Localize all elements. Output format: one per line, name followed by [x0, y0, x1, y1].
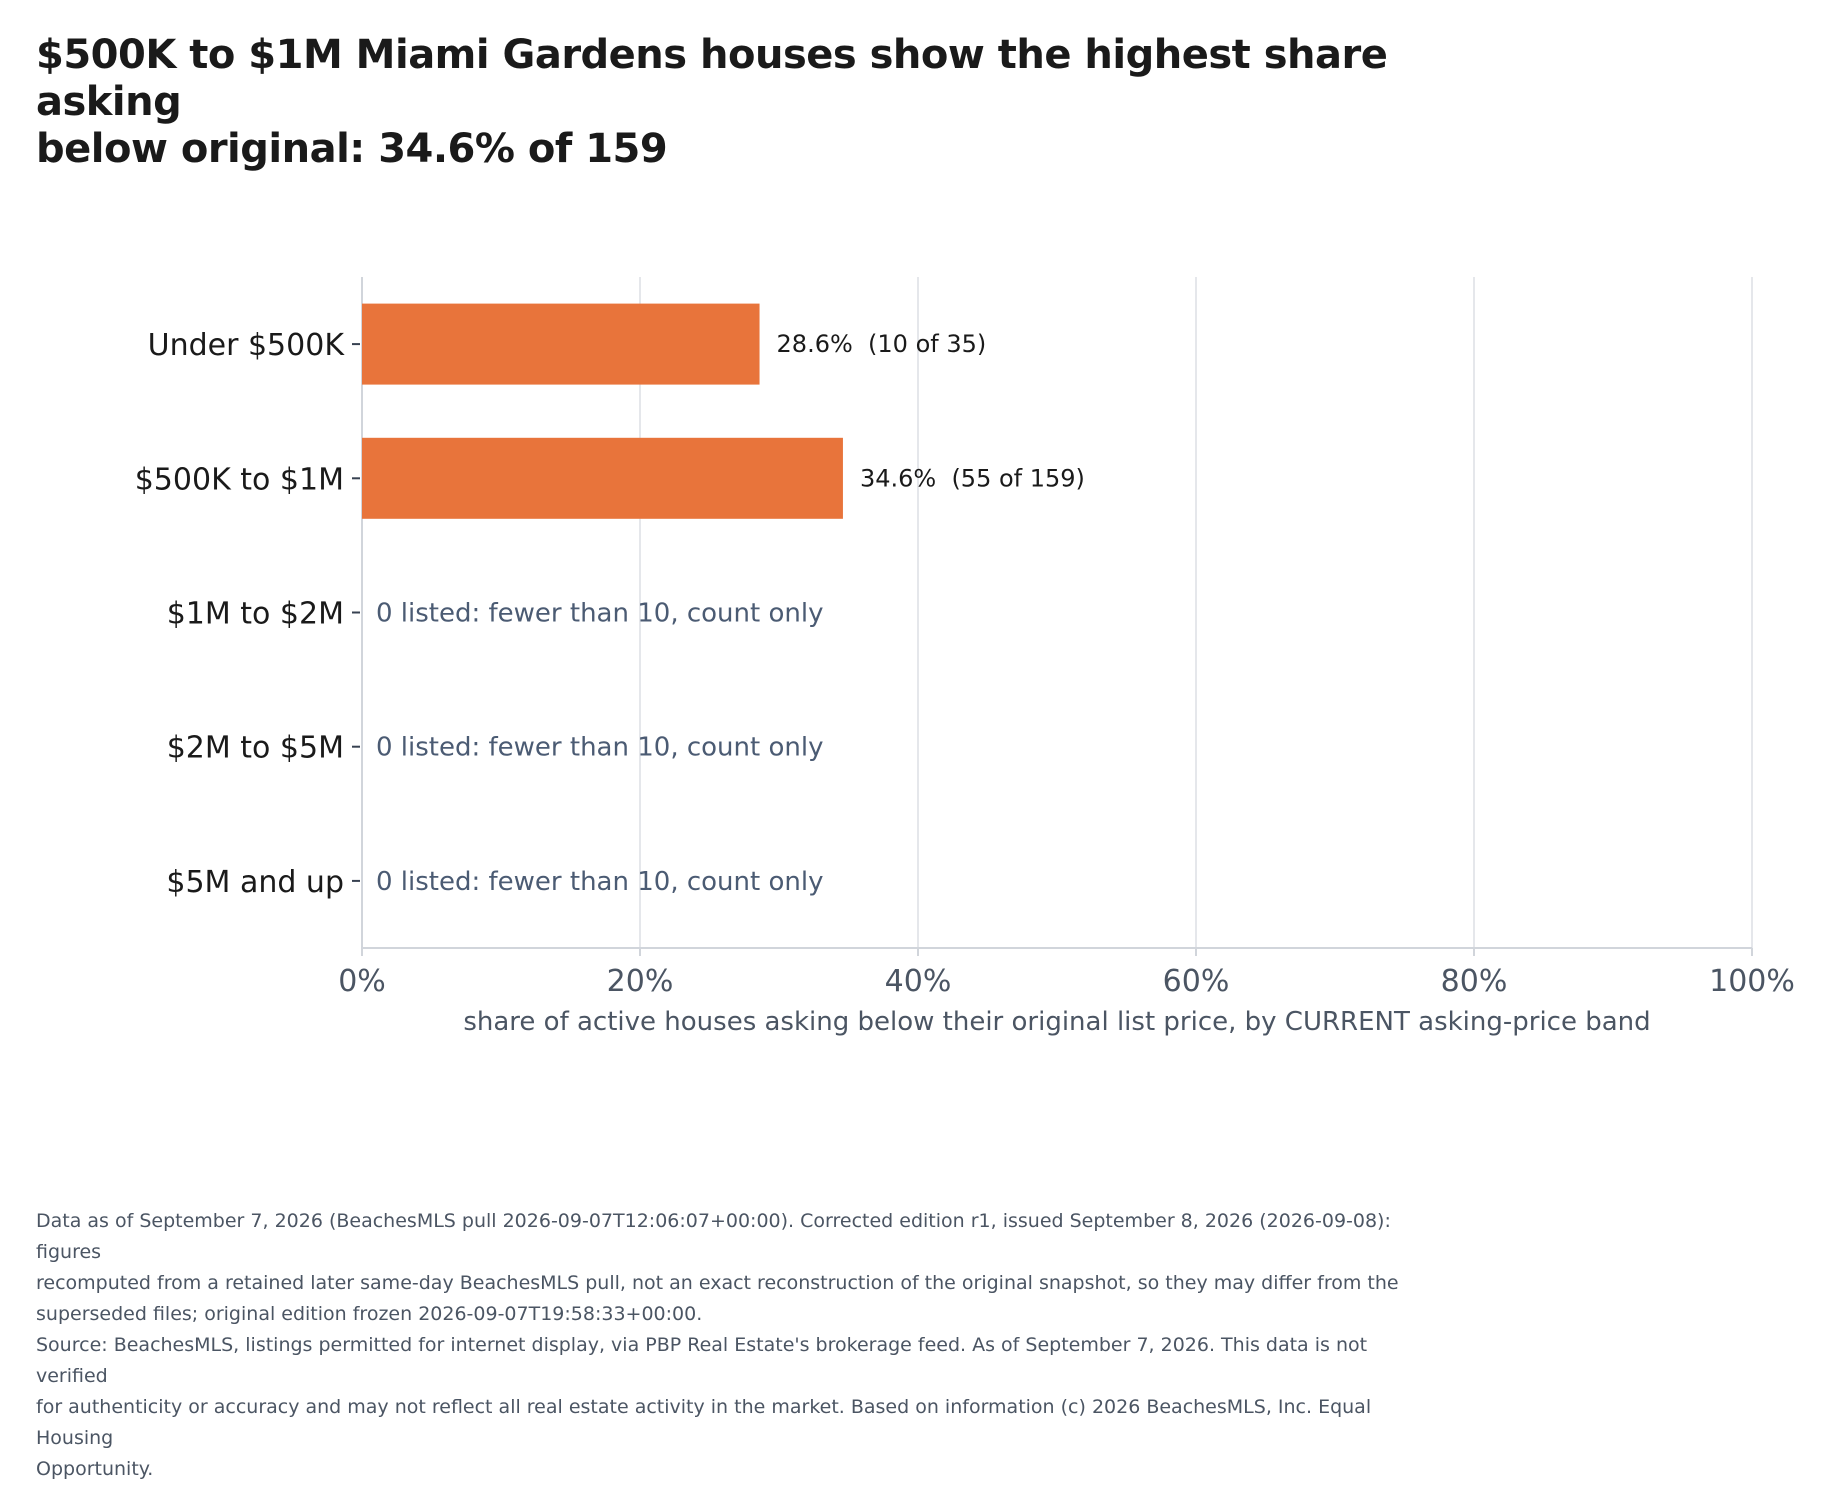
x-axis-title: share of active houses asking below thei…: [463, 1007, 1650, 1037]
footnote-line-2: recomputed from a retained later same-da…: [36, 1272, 1399, 1294]
footnote-line-5: for authenticity or accuracy and may not…: [36, 1396, 1372, 1449]
footnote-line-3: superseded files; original edition froze…: [36, 1303, 703, 1325]
x-tick-label: 60%: [1163, 964, 1230, 999]
y-category-label: $5M and up: [166, 865, 344, 900]
x-axis: 0% 20% 40% 60% 80% 100%: [338, 948, 1795, 999]
grid-lines: [361, 277, 1753, 949]
chart-title: $500K to $1M Miami Gardens houses show t…: [36, 32, 1436, 173]
chart-title-line-2: below original: 34.6% of 159: [36, 126, 668, 172]
empty-band-note: 0 listed: fewer than 10, count only: [376, 867, 823, 897]
empty-band-note: 0 listed: fewer than 10, count only: [376, 733, 823, 763]
y-category-label: $1M to $2M: [167, 597, 344, 632]
x-tick-label: 40%: [885, 964, 952, 999]
empty-band-note: 0 listed: fewer than 10, count only: [376, 599, 823, 629]
footnote: Data as of September 7, 2026 (BeachesMLS…: [36, 1206, 1436, 1485]
x-tick-label: 20%: [607, 964, 674, 999]
y-category-label: $500K to $1M: [135, 462, 344, 497]
footnote-line-1: Data as of September 7, 2026 (BeachesMLS…: [36, 1210, 1391, 1263]
y-category-label: $2M to $5M: [167, 731, 344, 766]
bar-value-label: 28.6% (10 of 35): [777, 330, 987, 358]
y-category-label: Under $500K: [148, 328, 346, 363]
x-tick-label: 100%: [1709, 964, 1795, 999]
chart-title-line-1: $500K to $1M Miami Gardens houses show t…: [36, 32, 1388, 125]
bars: 28.6% (10 of 35) 34.6% (55 of 159) 0 liste…: [362, 303, 1085, 897]
bar-chart: 28.6% (10 of 35) 34.6% (55 of 159) 0 liste…: [135, 277, 1795, 1037]
footnote-line-6: Opportunity.: [36, 1458, 154, 1480]
bar-value-label: 34.6% (55 of 159): [860, 464, 1085, 492]
x-tick-label: 0%: [338, 964, 386, 999]
x-tick-label: 80%: [1441, 964, 1508, 999]
bar: [362, 303, 760, 385]
bar: [362, 437, 843, 519]
y-axis: Under $500K $500K to $1M $1M to $2M $2M to …: [135, 328, 360, 900]
footnote-line-4: Source: BeachesMLS, listings permitted f…: [36, 1334, 1368, 1387]
